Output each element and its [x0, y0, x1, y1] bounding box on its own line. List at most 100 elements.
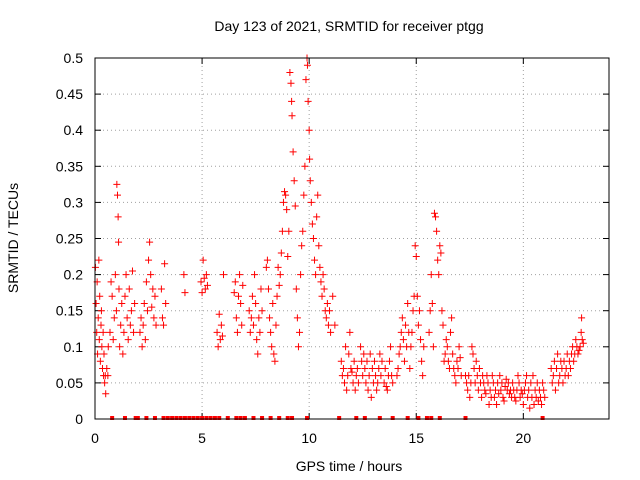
data-point [97, 307, 105, 315]
data-point [548, 379, 556, 387]
data-point [373, 386, 381, 394]
data-point [429, 343, 437, 351]
data-point [550, 357, 558, 365]
data-point [107, 278, 115, 286]
data-point [465, 372, 473, 380]
data-point [346, 328, 354, 336]
data-point [126, 321, 134, 329]
data-point [157, 285, 165, 293]
data-point [420, 343, 428, 351]
data-point [198, 289, 206, 297]
zero-marker [161, 416, 166, 420]
data-point [253, 336, 261, 344]
data-point [376, 350, 384, 358]
data-point [512, 397, 520, 405]
data-point [161, 260, 169, 268]
data-point [257, 285, 265, 293]
data-point [441, 350, 449, 358]
data-point [327, 328, 335, 336]
data-point [128, 267, 136, 275]
data-point [579, 339, 587, 347]
data-point [519, 401, 527, 409]
data-point [428, 299, 436, 307]
data-point [108, 292, 116, 300]
data-point [417, 336, 425, 344]
data-point [354, 379, 362, 387]
data-point [575, 346, 583, 354]
data-point [385, 357, 393, 365]
data-point [104, 372, 112, 380]
y-tick-label: 0.4 [64, 122, 84, 138]
zero-marker [110, 416, 115, 420]
data-point [284, 253, 292, 261]
data-point [118, 299, 126, 307]
data-point [329, 292, 337, 300]
x-tick-label: 10 [301, 430, 317, 446]
data-point [347, 364, 355, 372]
zero-marker [133, 416, 138, 420]
zero-marker [251, 416, 256, 420]
data-point [485, 401, 493, 409]
zero-marker [305, 416, 310, 420]
data-point [142, 278, 150, 286]
data-point [122, 271, 130, 279]
data-point [100, 350, 108, 358]
data-point [94, 314, 102, 322]
data-point [282, 191, 290, 199]
zero-marker [152, 416, 157, 420]
data-point [289, 148, 297, 156]
y-tick-label: 0.25 [56, 231, 83, 247]
data-point [541, 393, 549, 401]
data-point [258, 307, 266, 315]
data-point [456, 354, 464, 362]
zero-marker [234, 416, 239, 420]
data-point [318, 292, 326, 300]
data-point [120, 328, 128, 336]
data-point [111, 271, 119, 279]
data-point [139, 321, 147, 329]
data-point [121, 292, 129, 300]
zero-marker [208, 416, 213, 420]
data-point [263, 256, 271, 264]
data-point [127, 307, 135, 315]
data-point [119, 350, 127, 358]
data-point [251, 271, 259, 279]
data-point [305, 126, 313, 134]
data-point [430, 209, 438, 217]
data-point [350, 357, 358, 365]
data-point [538, 401, 546, 409]
data-point [566, 364, 574, 372]
data-point [472, 357, 480, 365]
data-point [324, 321, 332, 329]
data-point [381, 364, 389, 372]
x-axis-label: GPS time / hours [296, 458, 403, 474]
data-point [474, 386, 482, 394]
data-point [104, 343, 112, 351]
zero-marker [424, 416, 429, 420]
data-point [413, 292, 421, 300]
data-point [270, 350, 278, 358]
zero-marker [200, 416, 205, 420]
data-point [425, 328, 433, 336]
data-point [426, 307, 434, 315]
data-point [377, 372, 385, 380]
data-point [444, 357, 452, 365]
data-point [313, 213, 321, 221]
data-point [559, 379, 567, 387]
data-point [499, 393, 507, 401]
data-point [281, 188, 289, 196]
data-point [150, 314, 158, 322]
zero-marker [195, 416, 200, 420]
data-point [181, 289, 189, 297]
data-point [509, 379, 517, 387]
y-tick-label: 0.45 [56, 86, 83, 102]
data-point [136, 328, 144, 336]
data-point [286, 68, 294, 76]
data-point [123, 314, 131, 322]
data-point [147, 271, 155, 279]
zero-marker [204, 416, 209, 420]
data-point [482, 390, 490, 398]
data-point [249, 321, 257, 329]
data-point [301, 162, 309, 170]
